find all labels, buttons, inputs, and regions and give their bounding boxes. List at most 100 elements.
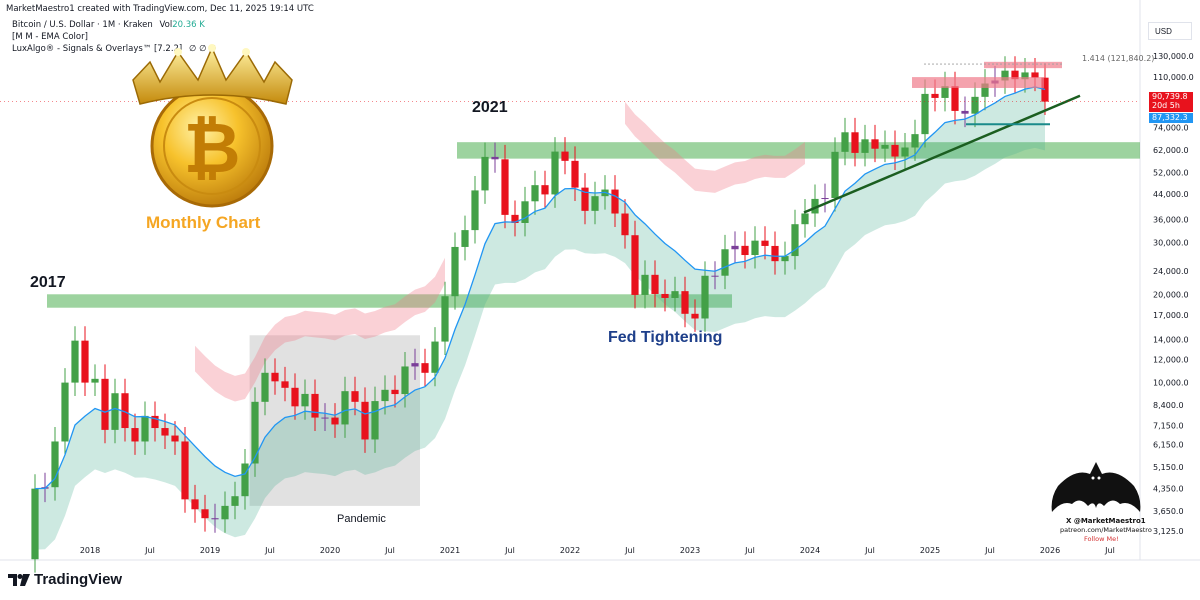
x-tick-label: 2026 xyxy=(1040,546,1060,555)
candle-body xyxy=(201,509,209,519)
candle-body xyxy=(1041,77,1049,102)
resistance-box-2 xyxy=(984,61,1062,69)
candle-body xyxy=(71,340,79,383)
candle-body xyxy=(871,139,879,149)
x-tick-label: 2019 xyxy=(200,546,220,555)
candle-body xyxy=(261,372,269,402)
candle-body xyxy=(81,340,89,383)
currency-label[interactable]: USD xyxy=(1148,22,1192,40)
candle-body xyxy=(381,389,389,402)
candle-body xyxy=(181,441,189,500)
watermark-handle: X @MarketMaestro1 xyxy=(1066,517,1146,525)
candle-body xyxy=(681,291,689,314)
candle-body xyxy=(451,246,459,297)
candle-body xyxy=(751,240,759,256)
y-tick-label: 30,000.0 xyxy=(1153,239,1189,248)
candle-body xyxy=(791,224,799,257)
candle-body xyxy=(951,86,959,111)
candle-body xyxy=(671,291,679,298)
candles-layer xyxy=(31,56,1049,573)
candle-body xyxy=(851,132,859,153)
y-axis: 130,000.0110,000.090,000.074,000.062,000… xyxy=(1153,52,1194,536)
candle-body xyxy=(441,296,449,342)
indicator-luxalgo-name: LuxAlgo® - Signals & Overlays™ [7.2.2] xyxy=(12,44,183,54)
candle-body xyxy=(881,144,889,149)
fib-level-label: 1.414 (121,840.2) xyxy=(1082,54,1155,63)
x-tick-label: 2025 xyxy=(920,546,940,555)
label-2017: 2017 xyxy=(30,274,66,291)
volume-label: Vol xyxy=(159,20,173,30)
trendline xyxy=(803,94,1081,214)
candle-body xyxy=(211,518,219,520)
candle-body xyxy=(91,378,99,383)
overlays-layer xyxy=(0,61,1140,490)
candle-body xyxy=(921,93,929,135)
watermark-follow: Follow Me! xyxy=(1084,535,1119,543)
candle-body xyxy=(161,428,169,436)
candle-body xyxy=(341,391,349,425)
created-by-line: MarketMaestro1 created with TradingView.… xyxy=(6,4,314,14)
candle-body xyxy=(801,213,809,225)
candle-body xyxy=(271,372,279,382)
candle-body xyxy=(421,363,429,373)
candle-body xyxy=(941,86,949,98)
y-tick-label: 8,400.0 xyxy=(1153,401,1184,410)
candle-body xyxy=(461,230,469,247)
x-tick-label: Jul xyxy=(504,546,515,555)
candle-body xyxy=(431,341,439,373)
candle-body xyxy=(191,499,199,510)
candle-body xyxy=(61,382,69,442)
candle-body xyxy=(471,190,479,231)
candle-body xyxy=(1031,72,1039,78)
y-tick-label: 7,150.0 xyxy=(1153,421,1184,430)
y-tick-label: 5,150.0 xyxy=(1153,463,1184,472)
candle-body xyxy=(301,393,309,407)
candle-body xyxy=(241,463,249,497)
candle-body xyxy=(591,196,599,211)
x-tick-label: Jul xyxy=(744,546,755,555)
candle-body xyxy=(371,401,379,440)
candle-body xyxy=(571,160,579,188)
x-tick-label: 2018 xyxy=(80,546,100,555)
last-price-value: 90,739.8 xyxy=(1152,92,1188,101)
x-tick-label: Jul xyxy=(624,546,635,555)
y-tick-label: 3,125.0 xyxy=(1153,527,1184,536)
tradingview-brand-label: TradingView xyxy=(34,571,123,588)
candle-body xyxy=(331,417,339,425)
x-tick-label: 2023 xyxy=(680,546,700,555)
candle-body xyxy=(391,389,399,395)
y-tick-label: 6,150.0 xyxy=(1153,441,1184,450)
candle-body xyxy=(721,249,729,276)
candle-body xyxy=(581,187,589,211)
x-tick-label: Jul xyxy=(864,546,875,555)
tradingview-brand[interactable]: TradingView xyxy=(8,571,122,588)
y-tick-label: 14,000.0 xyxy=(1153,336,1189,345)
zone-2017 xyxy=(47,294,732,308)
symbol-legend[interactable]: Bitcoin / U.S. Dollar · 1M · Kraken Vol2… xyxy=(12,20,205,30)
candle-body xyxy=(731,245,739,250)
x-tick-label: Jul xyxy=(264,546,275,555)
candle-body xyxy=(641,274,649,295)
countdown-value: 20d 5h xyxy=(1152,101,1180,110)
candle-body xyxy=(761,240,769,246)
y-tick-label: 110,000.0 xyxy=(1153,73,1194,82)
indicator-legend-luxalgo[interactable]: LuxAlgo® - Signals & Overlays™ [7.2.2] ∅… xyxy=(12,44,217,54)
x-axis: 2018 Jul 2019 Jul 2020 Jul 2021 Jul 2022 Jul 2023 J… xyxy=(80,546,1115,555)
candle-body xyxy=(631,235,639,295)
crown-icon xyxy=(132,46,293,105)
indicator-luxalgo-values: ∅ ∅ ∅ xyxy=(188,44,217,54)
tradingview-logo-icon xyxy=(8,573,30,586)
candle-body xyxy=(1001,70,1009,81)
candle-body xyxy=(651,274,659,294)
candle-body xyxy=(931,93,939,98)
symbol-line: Bitcoin / U.S. Dollar · 1M · Kraken xyxy=(12,20,153,30)
candle-body xyxy=(171,435,179,442)
bitcoin-symbol-icon: ₿ xyxy=(183,107,240,189)
y-tick-label: 12,000.0 xyxy=(1153,355,1189,364)
candle-body xyxy=(691,313,699,319)
candle-body xyxy=(281,381,289,388)
y-tick-label: 74,000.0 xyxy=(1153,124,1189,133)
indicator-legend-ema[interactable]: [M M - EMA Color] xyxy=(12,32,88,42)
candle-body xyxy=(841,132,849,152)
